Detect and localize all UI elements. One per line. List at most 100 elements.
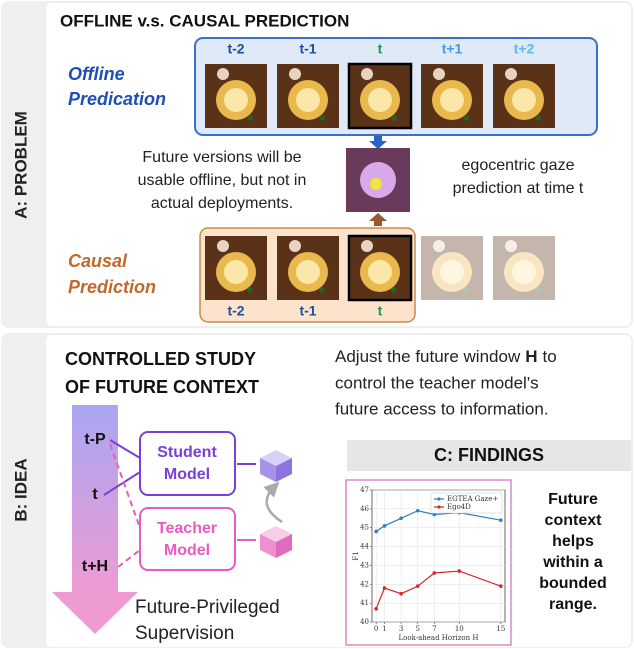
- frame-label: t-2: [227, 41, 244, 57]
- item: [463, 115, 469, 121]
- point: [374, 607, 378, 611]
- cup: [433, 240, 445, 252]
- x-axis-label: Look-ahead Horizon H: [399, 634, 479, 642]
- description-part: Adjust the future window: [335, 347, 521, 366]
- description: future access to information.: [335, 399, 549, 418]
- teacher-cube: [260, 526, 292, 558]
- video-frame: [347, 62, 413, 130]
- y-tick-label: 45: [360, 524, 369, 532]
- item: [535, 115, 541, 121]
- timeline-label: t-P: [84, 431, 106, 448]
- glow: [224, 88, 248, 112]
- note: actual deployments.: [151, 195, 293, 212]
- point: [399, 516, 403, 521]
- item: [247, 287, 253, 293]
- item: [391, 287, 397, 293]
- note: prediction at time t: [453, 180, 584, 197]
- frame-border: [347, 234, 413, 302]
- summary: Future: [548, 491, 598, 508]
- point: [382, 524, 387, 528]
- glow: [512, 260, 536, 284]
- summary: helps: [552, 533, 594, 550]
- description-part: H: [525, 347, 537, 366]
- y-axis-label: F1: [352, 551, 360, 560]
- frame-border: [347, 62, 413, 130]
- student-label: Model: [164, 466, 210, 483]
- y-tick-label: 43: [360, 561, 369, 569]
- y-tick-label: 44: [360, 543, 369, 551]
- glow: [368, 88, 392, 112]
- frame-label: t-1: [299, 41, 316, 57]
- legend-label: EGTEA Gaze+: [447, 495, 498, 503]
- frame-bg: [493, 236, 555, 300]
- item: [319, 115, 325, 121]
- x-tick-label: 3: [399, 625, 403, 633]
- x-tick-label: 1: [382, 625, 386, 633]
- gaze-frame: [346, 148, 410, 212]
- x-tick-label: 15: [496, 625, 505, 633]
- point: [499, 518, 503, 522]
- student-label: Student: [157, 444, 217, 461]
- frame-label: t+1: [442, 41, 463, 57]
- student-cube: [260, 450, 292, 482]
- frame-label: t: [378, 303, 383, 319]
- student-box: [139, 431, 236, 496]
- item: [463, 287, 469, 293]
- gaze: [370, 178, 382, 190]
- point: [374, 529, 378, 534]
- glow: [224, 260, 248, 284]
- panel-title: CONTROLLED STUDY: [65, 349, 256, 369]
- offline-label: Offline: [68, 64, 125, 84]
- item: [535, 287, 541, 293]
- panel-title: OFFLINE v.s. CAUSAL PREDICTION: [60, 11, 349, 30]
- point: [399, 591, 403, 596]
- legend-label: Ego4D: [447, 503, 471, 511]
- video-frame: [493, 64, 555, 128]
- summary: bounded: [539, 575, 607, 592]
- x-tick-label: 5: [415, 625, 419, 633]
- y-tick-label: 40: [360, 618, 369, 626]
- distill-arrow: [263, 481, 283, 524]
- frame-label: t+2: [514, 41, 535, 57]
- panel-label: A: PROBLEM: [11, 111, 30, 219]
- timeline-head: [52, 592, 138, 634]
- item: [391, 115, 397, 121]
- glow: [512, 88, 536, 112]
- description: control the teacher model's: [335, 373, 539, 392]
- arrow-down: [369, 136, 387, 149]
- findings-title: C: FINDINGS: [434, 445, 544, 465]
- timeline-label: t+H: [82, 558, 108, 575]
- cup: [217, 68, 229, 80]
- teacher-label: Model: [164, 542, 210, 559]
- legend: [430, 492, 503, 514]
- x-tick-label: 7: [432, 625, 436, 633]
- summary: context: [545, 512, 603, 529]
- teacher-label: Teacher: [157, 520, 217, 537]
- plate: [432, 252, 472, 292]
- point: [432, 512, 437, 517]
- cup: [289, 68, 301, 80]
- point: [415, 584, 420, 588]
- link: [109, 443, 141, 529]
- y-tick-label: 41: [360, 599, 369, 607]
- offline-label: Predication: [68, 89, 166, 109]
- x-tick-label: 0: [374, 625, 378, 633]
- findings-header: [347, 440, 631, 471]
- cup: [505, 68, 517, 80]
- footer: Supervision: [135, 623, 234, 644]
- link: [117, 549, 141, 568]
- cup: [361, 240, 373, 252]
- frame-bg: [421, 236, 483, 300]
- glow: [440, 260, 464, 284]
- video-frame: [205, 64, 267, 128]
- timeline-bar: [72, 405, 118, 593]
- footer: Future-Privileged: [135, 597, 280, 618]
- note: usable offline, but not in: [138, 172, 307, 189]
- cup: [361, 68, 373, 80]
- glow: [368, 260, 392, 284]
- link: [109, 439, 141, 459]
- item: [247, 115, 253, 121]
- frame-label: t: [378, 41, 383, 57]
- point: [415, 508, 420, 513]
